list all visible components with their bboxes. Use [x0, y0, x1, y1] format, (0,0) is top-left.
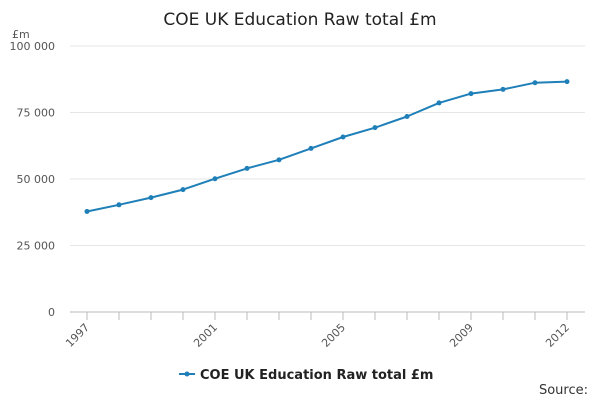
x-tick-label: 2012 [543, 321, 572, 350]
data-point[interactable] [84, 208, 90, 214]
chart-title: COE UK Education Raw total £m [163, 10, 436, 30]
legend-label[interactable]: COE UK Education Raw total £m [200, 368, 433, 383]
data-point[interactable] [436, 100, 442, 106]
data-point[interactable] [308, 145, 314, 151]
y-axis-unit-label: £m [12, 28, 30, 41]
x-tick-label: 2009 [447, 321, 476, 350]
data-point[interactable] [244, 165, 250, 171]
x-tick-label: 2001 [191, 321, 220, 350]
gridlines [70, 45, 585, 246]
data-point[interactable] [180, 187, 186, 193]
legend[interactable]: COE UK Education Raw total £m [179, 368, 433, 383]
y-tick-label: 75 000 [17, 107, 56, 120]
y-tick-label: 0 [48, 306, 55, 319]
x-axis: 1997 2001 2005 2009 2012 [63, 311, 585, 350]
y-tick-label: 25 000 [17, 240, 56, 253]
x-tick-label: 1997 [63, 321, 92, 350]
data-point[interactable] [276, 157, 282, 163]
data-point[interactable] [404, 113, 410, 119]
series-group [84, 79, 570, 214]
x-tick-label: 2005 [319, 321, 348, 350]
data-point[interactable] [532, 80, 538, 86]
y-tick-label: 100 000 [10, 40, 56, 53]
data-point[interactable] [148, 195, 154, 201]
data-point[interactable] [564, 79, 570, 85]
legend-swatch-marker [184, 371, 190, 377]
data-point[interactable] [116, 202, 122, 208]
data-point[interactable] [212, 176, 218, 182]
data-point[interactable] [340, 134, 346, 140]
data-point[interactable] [372, 125, 378, 131]
y-tick-label: 50 000 [17, 173, 56, 186]
source-label: Source: [539, 383, 588, 398]
data-point[interactable] [468, 91, 474, 97]
y-axis-ticks: 0 25 000 50 000 75 000 100 000 [10, 40, 56, 319]
series-line [86, 80, 568, 213]
data-point[interactable] [500, 86, 506, 92]
